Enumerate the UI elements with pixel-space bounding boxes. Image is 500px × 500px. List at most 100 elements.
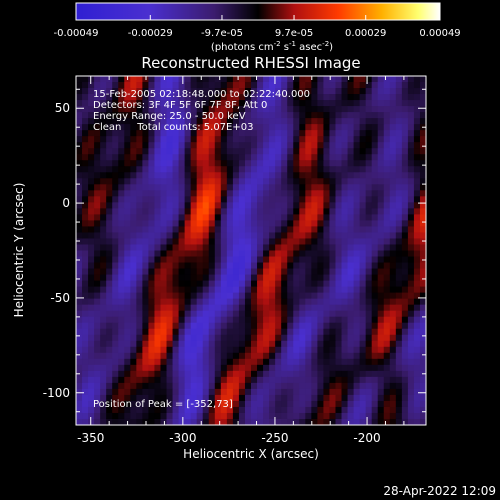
heatmap-cell [172,250,180,258]
heatmap-cell [148,268,156,276]
heatmap-cell [124,142,131,149]
heatmap-cell [148,322,156,330]
heatmap-cell [389,166,397,173]
heatmap-cell [383,310,391,318]
heatmap-cell [317,352,325,360]
heatmap-cell [166,340,174,348]
heatmap-cell [293,214,300,222]
heatmap-cell [251,118,258,125]
heatmap-cell [172,268,180,276]
heatmap-cell [214,346,222,354]
heatmap-cell [226,280,234,288]
heatmap-cell [401,208,409,215]
heatmap-cell [100,298,107,306]
heatmap-cell [94,214,101,222]
heatmap-cell [184,130,192,137]
heatmap-cell [88,304,95,312]
heatmap-cell [365,256,373,264]
heatmap-cell [178,274,186,282]
heatmap-cell [287,298,294,306]
heatmap-cell [395,130,403,137]
heatmap-cell [130,112,137,119]
heatmap-cell [419,382,426,390]
heatmap-cell [305,328,312,336]
heatmap-cell [341,310,349,318]
heatmap-cell [365,304,373,312]
heatmap-cell [82,310,89,318]
heatmap-cell [214,274,222,282]
heatmap-cell [100,178,107,185]
heatmap-cell [154,76,162,83]
heatmap-cell [172,388,180,396]
heatmap-cell [82,118,89,125]
heatmap-cell [317,406,325,414]
heatmap-cell [317,394,325,402]
heatmap-cell [389,280,397,288]
heatmap-cell [401,184,409,191]
heatmap-cell [100,112,107,119]
heatmap-cell [317,376,325,384]
heatmap-cell [311,358,318,366]
heatmap-cell [293,82,300,89]
heatmap-cell [112,310,119,318]
heatmap-cell [166,136,174,143]
heatmap-cell [220,160,228,167]
heatmap-cell [281,418,288,425]
heatmap-cell [413,106,421,113]
heatmap-cell [287,106,294,113]
heatmap-cell [263,160,270,167]
heatmap-cell [166,370,174,378]
heatmap-cell [311,220,318,228]
heatmap-cell [76,112,83,119]
heatmap-cell [202,184,210,191]
heatmap-cell [305,82,312,89]
heatmap-cell [220,244,228,252]
heatmap-cell [76,328,83,336]
heatmap-cell [407,250,415,258]
heatmap-cell [232,178,240,185]
heatmap-cell [293,376,300,384]
heatmap-cell [317,136,325,143]
heatmap-cell [238,82,246,89]
heatmap-cell [208,244,216,252]
heatmap-cell [407,418,415,425]
heatmap-cell [112,394,119,402]
heatmap-cell [341,334,349,342]
heatmap-cell [124,82,131,89]
heatmap-cell [401,412,409,420]
heatmap-cell [154,262,162,270]
heatmap-cell [208,322,216,330]
heatmap-cell [232,190,240,197]
heatmap-cell [142,208,150,215]
heatmap-cell [88,322,95,330]
heatmap-cell [329,262,337,270]
heatmap-cell [178,124,186,131]
heatmap-cell [293,310,300,318]
heatmap-cell [353,352,361,360]
heatmap-cell [257,154,264,161]
heatmap-cell [130,232,137,240]
heatmap-cell [238,244,246,252]
heatmap-cell [251,148,258,155]
heatmap-cell [359,280,367,288]
heatmap-cell [257,148,264,155]
colorbar-tick-label: -0.00049 [54,28,99,39]
heatmap-cell [178,88,186,95]
heatmap-cell [299,340,306,348]
heatmap-cell [359,298,367,306]
heatmap-cell [257,340,264,348]
heatmap-cell [317,316,325,324]
heatmap-cell [202,358,210,366]
heatmap-cell [142,394,150,402]
heatmap-cell [208,352,216,360]
heatmap-cell [299,190,306,197]
heatmap-cell [154,190,162,197]
heatmap-cell [335,154,343,161]
heatmap-cell [263,346,270,354]
heatmap-cell [365,322,373,330]
heatmap-cell [88,364,95,372]
heatmap-cell [341,136,349,143]
heatmap-cell [317,166,325,173]
heatmap-cell [275,106,282,113]
heatmap-cell [148,100,156,107]
